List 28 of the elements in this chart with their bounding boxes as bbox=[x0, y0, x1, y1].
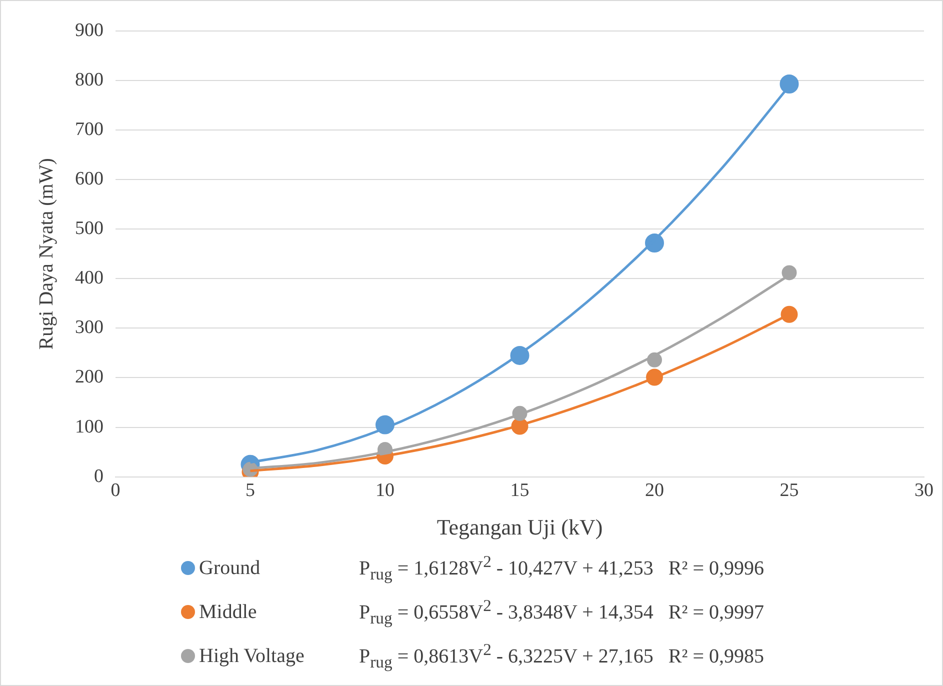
x-tick-label: 25 bbox=[780, 480, 799, 502]
y-tick-label: 400 bbox=[75, 268, 104, 289]
point bbox=[780, 306, 798, 323]
x-tick-label: 20 bbox=[645, 480, 664, 502]
y-axis-title: Rugi Daya Nyata (mW) bbox=[35, 158, 58, 350]
y-tick-label: 100 bbox=[75, 416, 104, 438]
text: P$_{rug}$ = 0,8613V$^{2}$ - 6,3225V + 27,165 R² = 0,9985 bbox=[359, 640, 764, 672]
x-tick-label: 30 bbox=[914, 480, 934, 502]
point bbox=[780, 74, 799, 94]
text: P$_{rug}$ = 1,6128V$^{2}$ - 10,427V + 41,253 R² = 0,9996 bbox=[359, 552, 764, 584]
x-tick-label: 0 bbox=[110, 480, 120, 502]
y-tick-label: 700 bbox=[75, 119, 104, 140]
y-tick-label: 500 bbox=[75, 218, 104, 240]
point bbox=[782, 265, 797, 280]
text: P$_{rug}$ = 0,6558V$^{2}$ - 3,8348V + 14,354 R² = 0,9997 bbox=[359, 596, 764, 628]
x-tick-label: 15 bbox=[510, 480, 530, 502]
y-tick-label: 600 bbox=[75, 168, 104, 190]
y-tick-label: 200 bbox=[75, 366, 104, 388]
y-tick-label: 0 bbox=[94, 466, 104, 487]
x-tick-label: 10 bbox=[376, 480, 394, 502]
x-axis-title: Tegangan Uji (kV) bbox=[436, 514, 603, 540]
y-tick-label: 800 bbox=[75, 70, 104, 91]
legend-label: Middle bbox=[199, 600, 257, 624]
legend-label: High Voltage bbox=[199, 644, 304, 668]
x-tick-label: 5 bbox=[246, 480, 255, 502]
legend-label: Ground bbox=[199, 556, 260, 580]
y-tick-label: 900 bbox=[75, 20, 104, 41]
y-tick-label: 300 bbox=[75, 317, 104, 338]
